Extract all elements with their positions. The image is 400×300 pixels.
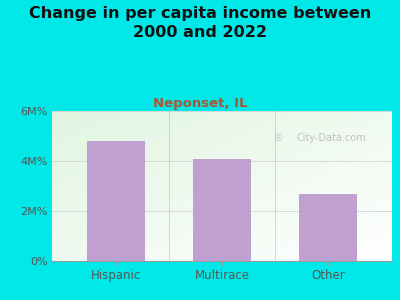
Bar [193,158,251,261]
Text: Change in per capita income between
2000 and 2022: Change in per capita income between 2000… [29,6,371,40]
Text: ®: ® [273,133,284,143]
Text: City-Data.com: City-Data.com [297,133,366,143]
Bar [86,141,145,261]
Bar [299,194,358,261]
Text: Neponset, IL: Neponset, IL [153,98,247,110]
